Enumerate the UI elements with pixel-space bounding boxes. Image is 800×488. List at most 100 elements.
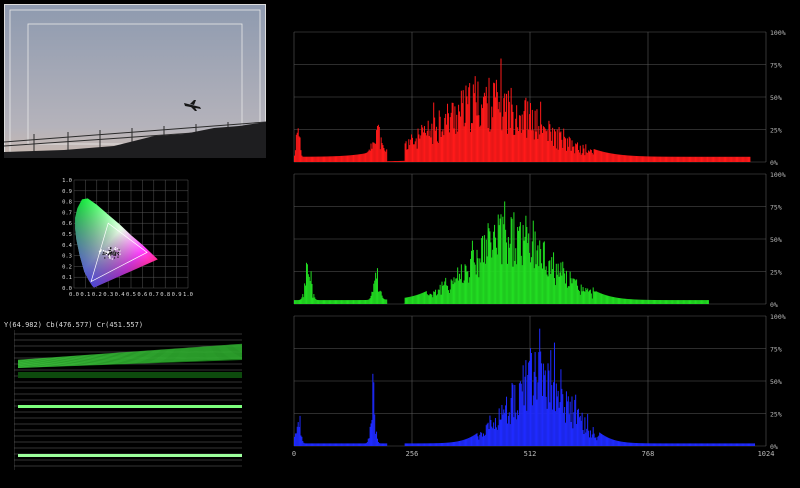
histogram-bar xyxy=(379,443,380,446)
histogram-bar xyxy=(641,300,642,304)
histogram-bar xyxy=(418,129,419,162)
histogram-bar xyxy=(692,443,693,446)
histogram-bar xyxy=(617,441,618,446)
histogram-bar xyxy=(446,125,447,162)
histogram-bar xyxy=(492,117,493,162)
histogram-bar xyxy=(443,443,444,446)
cie-sample-point xyxy=(99,252,100,253)
histogram-bar xyxy=(660,300,661,304)
histogram-bar xyxy=(676,157,677,162)
histogram-bar xyxy=(317,157,318,162)
histogram-bar xyxy=(750,443,751,446)
histogram-bar xyxy=(709,157,710,162)
histogram-bar xyxy=(356,300,357,304)
histogram-bar xyxy=(733,443,734,446)
histogram-bar xyxy=(595,437,596,446)
histogram-bar xyxy=(632,299,633,304)
histogram-bar xyxy=(331,443,332,446)
histogram-bar xyxy=(324,300,325,304)
histogram-bar xyxy=(702,300,703,304)
cie-sample-point xyxy=(102,254,103,255)
histogram-bar xyxy=(514,385,515,446)
histogram-bar xyxy=(377,268,378,304)
histogram-bar xyxy=(640,443,641,446)
histogram-bar xyxy=(347,155,348,162)
histogram-bar xyxy=(357,155,358,162)
histogram-x-tick-label: 512 xyxy=(524,450,537,458)
histogram-bar xyxy=(501,264,502,304)
histogram-bar xyxy=(299,136,300,162)
histogram-bar xyxy=(690,443,691,446)
histogram-bar xyxy=(439,290,440,304)
histogram-bar xyxy=(300,137,301,162)
histogram-bar xyxy=(668,443,669,446)
histogram-bar xyxy=(320,300,321,304)
histogram-bar xyxy=(676,443,677,446)
histogram-bar xyxy=(499,225,500,304)
histogram-bar xyxy=(593,154,594,162)
histogram-bar xyxy=(327,156,328,162)
histogram-bar xyxy=(415,443,416,446)
histogram-bar xyxy=(480,125,481,162)
histogram-bar xyxy=(594,291,595,304)
histogram-bar xyxy=(730,157,731,162)
histogram-bar xyxy=(573,146,574,162)
cie-sample-point xyxy=(117,248,118,249)
histogram-bar xyxy=(430,443,431,446)
histogram-bar xyxy=(712,157,713,162)
histogram-bar xyxy=(749,157,750,162)
cie-y-tick-label: 0.5 xyxy=(62,232,72,238)
histogram-bar xyxy=(745,443,746,446)
histogram-bar xyxy=(552,269,553,304)
histogram-bar xyxy=(689,443,690,446)
histogram-bar xyxy=(653,157,654,162)
histogram-bar xyxy=(745,157,746,162)
histogram-bar xyxy=(366,153,367,162)
histogram-bar xyxy=(431,295,432,304)
histogram-bar xyxy=(495,98,496,162)
histogram-bar xyxy=(337,300,338,304)
histogram-bar xyxy=(688,443,689,446)
histogram-bar xyxy=(531,257,532,304)
histogram-bar xyxy=(424,443,425,446)
histogram-bar xyxy=(460,279,461,304)
histogram-bar xyxy=(549,402,550,446)
histogram-bar xyxy=(617,298,618,304)
histogram-bar xyxy=(643,300,644,304)
histogram-bar xyxy=(342,300,343,304)
histogram-bar xyxy=(702,157,703,162)
histogram-bar xyxy=(517,127,518,162)
histogram-bar xyxy=(449,132,450,162)
histogram-bar xyxy=(451,113,452,162)
histogram-bar xyxy=(492,428,493,446)
histogram-bar xyxy=(657,443,658,446)
histogram-bar xyxy=(307,157,308,162)
histogram-bar xyxy=(345,156,346,162)
histogram-bar xyxy=(386,299,387,304)
histogram-bar xyxy=(706,300,707,304)
histogram-bar xyxy=(655,443,656,446)
histogram-bar xyxy=(323,157,324,162)
histogram-bar xyxy=(691,300,692,304)
histogram-bar xyxy=(362,154,363,162)
histogram-bar xyxy=(502,415,503,446)
histogram-bar xyxy=(657,157,658,162)
histogram-bar xyxy=(698,157,699,162)
histogram-bar xyxy=(567,401,568,446)
preview-image xyxy=(4,4,266,158)
cie-sample-point xyxy=(106,254,107,255)
histogram-y-tick-label: 100% xyxy=(770,313,786,321)
histogram-bar xyxy=(493,232,494,304)
histogram-bar xyxy=(436,443,437,446)
histogram-bar xyxy=(637,443,638,446)
histogram-bar xyxy=(591,293,592,304)
histogram-bar xyxy=(418,294,419,304)
histogram-bar xyxy=(423,443,424,446)
histogram-bar xyxy=(512,385,513,446)
histogram-bar xyxy=(437,141,438,162)
video-preview[interactable] xyxy=(4,4,266,158)
histogram-bar xyxy=(335,156,336,162)
histogram-bar xyxy=(501,420,502,446)
histogram-bar xyxy=(611,439,612,446)
histogram-bar xyxy=(344,156,345,162)
